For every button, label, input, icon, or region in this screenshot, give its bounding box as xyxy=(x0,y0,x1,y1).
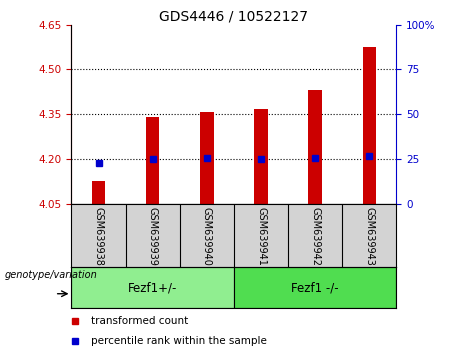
Bar xyxy=(71,267,234,308)
Text: transformed count: transformed count xyxy=(91,316,188,326)
Bar xyxy=(234,267,396,308)
Bar xyxy=(146,117,160,204)
Text: GSM639939: GSM639939 xyxy=(148,207,158,266)
Text: genotype/variation: genotype/variation xyxy=(5,270,97,280)
Bar xyxy=(363,47,376,204)
Bar xyxy=(200,112,213,204)
Bar xyxy=(92,181,105,204)
Text: GSM639940: GSM639940 xyxy=(202,207,212,266)
Text: GSM639938: GSM639938 xyxy=(94,207,104,266)
Text: GSM639943: GSM639943 xyxy=(364,207,374,266)
Bar xyxy=(308,90,322,204)
Text: GSM639942: GSM639942 xyxy=(310,207,320,266)
Text: percentile rank within the sample: percentile rank within the sample xyxy=(91,336,267,346)
Title: GDS4446 / 10522127: GDS4446 / 10522127 xyxy=(160,10,308,24)
Text: Fezf1 -/-: Fezf1 -/- xyxy=(291,281,339,294)
Bar xyxy=(254,109,268,204)
Text: GSM639941: GSM639941 xyxy=(256,207,266,266)
Text: Fezf1+/-: Fezf1+/- xyxy=(128,281,177,294)
